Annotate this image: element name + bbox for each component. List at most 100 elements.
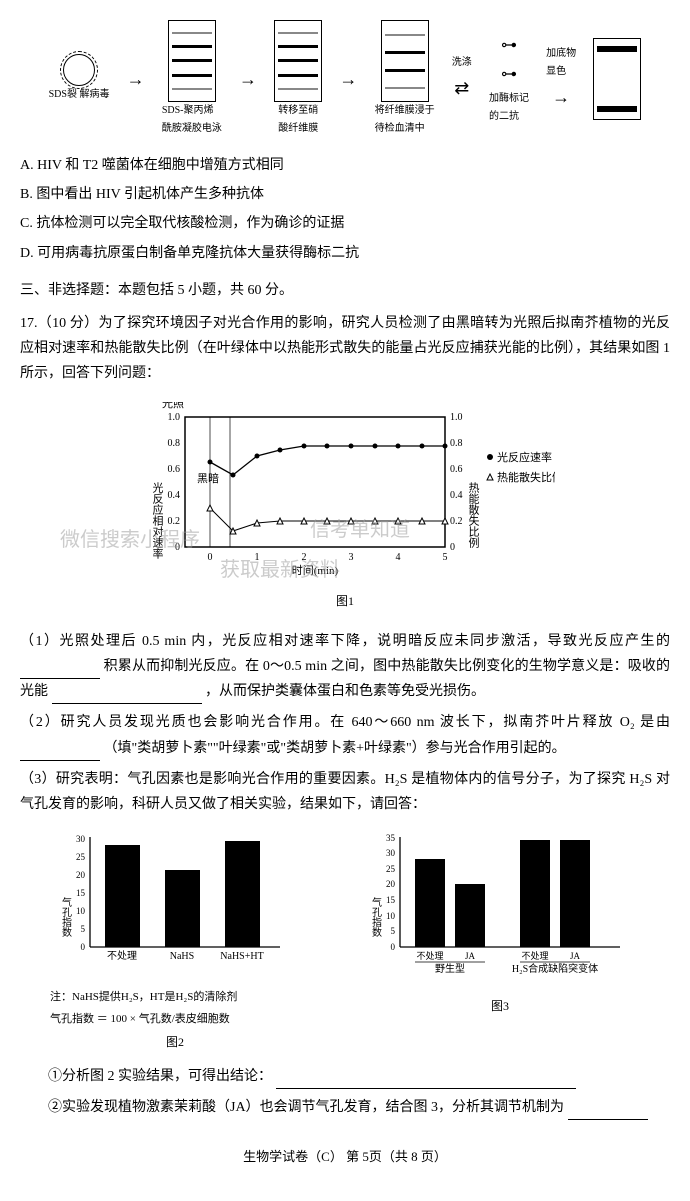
svg-text:光反应速率: 光反应速率 (497, 450, 552, 464)
q17-sub2: （2）研究人员发现光质也会影响光合作用。在 640～660 nm 波长下，拟南芥… (20, 710, 670, 760)
svg-text:0.2: 0.2 (168, 516, 181, 527)
svg-text:不处理: 不处理 (521, 950, 548, 961)
svg-text:1.0: 1.0 (450, 412, 463, 423)
svg-text:25: 25 (76, 852, 86, 862)
blank-fill[interactable] (52, 687, 202, 704)
diagram-step-antibody: ⊶⊶ 加酶标记 的二抗 (489, 32, 529, 126)
svg-text:光照: 光照 (162, 402, 184, 410)
step-label: 将纤维膜浸于 待检血清中 (375, 102, 435, 138)
svg-text:5: 5 (391, 926, 396, 936)
chart-1-container: 光照 0 0.2 0.4 0.6 0.8 1.0 0 0.2 0.4 0.6 0… (20, 402, 670, 614)
option-b: B. 图中看出 HIV 引起机体产生多种抗体 (20, 182, 670, 207)
svg-text:热能散失比例: 热能散失比例 (497, 470, 555, 484)
svg-text:0.8: 0.8 (168, 438, 181, 449)
option-d: D. 可用病毒抗原蛋白制备单克隆抗体大量获得酶标二抗 (20, 241, 670, 266)
svg-text:0: 0 (175, 542, 180, 553)
step-label: 加酶标记 的二抗 (489, 90, 529, 126)
western-blot-diagram: SDS裂 解病毒 → SDS-聚丙烯 酰胺凝胶电泳 → 转移至硝 酸纤维膜 → … (20, 20, 670, 138)
wash-label: 洗涤 (452, 54, 472, 72)
svg-text:黑暗: 黑暗 (197, 471, 219, 485)
svg-text:1.0: 1.0 (168, 412, 181, 423)
svg-text:15: 15 (386, 895, 396, 905)
svg-text:15: 15 (76, 888, 86, 898)
chart2-caption: 图2 (50, 1032, 300, 1054)
svg-text:0: 0 (450, 542, 455, 553)
svg-text:热能散失比例: 热能散失比例 (467, 481, 480, 547)
bar-charts-row: 0 5 10 15 20 25 30 不处理 NaHS NaHS+HT 气孔指数… (20, 827, 670, 1053)
diagram-step-virus: SDS裂 解病毒 (49, 54, 110, 104)
svg-text:NaHS: NaHS (170, 951, 194, 962)
substrate-label: 加底物 显色 (546, 45, 576, 81)
svg-text:JA: JA (570, 951, 581, 961)
chart1-caption: 图1 (135, 591, 555, 613)
gel-icon (168, 20, 216, 102)
arrow-icon: ⇄ (454, 72, 469, 104)
svg-text:时间(min): 时间(min) (292, 564, 339, 577)
svg-text:0.4: 0.4 (450, 490, 463, 501)
q17-sub3: （3）研究表明：气孔因素也是影响光合作用的重要因素。H₂S 是植物体内的信号分子… (20, 767, 670, 817)
bar-chart-2-svg: 0 5 10 15 20 25 30 不处理 NaHS NaHS+HT 气孔指数 (50, 827, 300, 977)
svg-text:0.4: 0.4 (168, 490, 181, 501)
svg-text:0: 0 (391, 942, 396, 952)
svg-text:10: 10 (386, 911, 396, 921)
q17-sub3-q2: ②实验发现植物激素茉莉酸（JA）也会调节气孔发育，结合图 3，分析其调节机制为 (20, 1095, 670, 1120)
svg-text:2: 2 (302, 552, 307, 563)
svg-text:JA: JA (465, 951, 476, 961)
antibody-icon: ⊶⊶ (501, 32, 517, 90)
svg-text:20: 20 (76, 870, 86, 880)
svg-text:1: 1 (255, 552, 260, 563)
gel-icon (381, 20, 429, 102)
svg-text:气孔指数: 气孔指数 (60, 896, 72, 938)
chart-3: 0 5 10 15 20 25 30 35 不处理 JA 不处理 JA 野生型 … (360, 827, 640, 1053)
page-footer: 生物学试卷（C） 第 5页（共 8 页） (20, 1145, 670, 1168)
blank-fill[interactable] (568, 1103, 648, 1120)
svg-text:0.6: 0.6 (450, 464, 463, 475)
svg-text:5: 5 (81, 924, 86, 934)
chart-1: 光照 0 0.2 0.4 0.6 0.8 1.0 0 0.2 0.4 0.6 0… (135, 402, 555, 613)
line-chart-svg: 光照 0 0.2 0.4 0.6 0.8 1.0 0 0.2 0.4 0.6 0… (135, 402, 555, 582)
diagram-step-gel: SDS-聚丙烯 酰胺凝胶电泳 (162, 20, 222, 138)
result-gel-icon (593, 38, 641, 120)
svg-text:25: 25 (386, 864, 396, 874)
svg-text:不处理: 不处理 (107, 950, 137, 962)
chart2-note2: 气孔指数 ＝ 100 × 气孔数/表皮细胞数 (50, 1010, 300, 1030)
blank-fill[interactable] (20, 744, 100, 761)
svg-text:30: 30 (386, 848, 396, 858)
svg-text:气孔指数: 气孔指数 (370, 896, 382, 938)
svg-text:0: 0 (208, 552, 213, 563)
q17-stem: 17.（10 分）为了探究环境因子对光合作用的影响，研究人员检测了由黑暗转为光照… (20, 311, 670, 387)
svg-text:20: 20 (386, 879, 396, 889)
chart-2: 0 5 10 15 20 25 30 不处理 NaHS NaHS+HT 气孔指数… (50, 827, 300, 1053)
svg-text:光反应相对速率: 光反应相对速率 (151, 480, 164, 559)
chart2-note1: 注：NaHS提供H₂S，HT是H₂S的清除剂 (50, 988, 300, 1008)
svg-text:0.8: 0.8 (450, 438, 463, 449)
option-a: A. HIV 和 T2 噬菌体在细胞中增殖方式相同 (20, 153, 670, 178)
blank-fill[interactable] (20, 662, 100, 679)
svg-text:4: 4 (396, 552, 401, 563)
chart3-caption: 图3 (360, 996, 640, 1018)
svg-text:野生型: 野生型 (435, 962, 465, 975)
svg-text:NaHS+HT: NaHS+HT (220, 951, 263, 962)
gel-icon (274, 20, 322, 102)
diagram-step-transfer: 转移至硝 酸纤维膜 (274, 20, 322, 138)
arrow-icon: → (339, 63, 357, 95)
q17-sub1: （1）光照处理后 0.5 min 内，光反应相对速率下降，说明暗反应未同步激活，… (20, 629, 670, 705)
arrow-icon: → (127, 63, 145, 95)
answer-options: A. HIV 和 T2 噬菌体在细胞中增殖方式相同 B. 图中看出 HIV 引起… (20, 153, 670, 266)
arrow-icon: → (552, 81, 570, 113)
section-3-title: 三、非选择题：本题包括 5 小题，共 60 分。 (20, 278, 670, 303)
svg-text:不处理: 不处理 (416, 950, 443, 961)
svg-text:0.2: 0.2 (450, 516, 463, 527)
diagram-step-serum: 将纤维膜浸于 待检血清中 (375, 20, 435, 138)
svg-text:35: 35 (386, 833, 396, 843)
blank-fill[interactable] (276, 1072, 576, 1089)
svg-text:3: 3 (349, 552, 354, 563)
step-label: 转移至硝 酸纤维膜 (278, 102, 318, 138)
diagram-step-result (593, 38, 641, 120)
bar-chart-3-svg: 0 5 10 15 20 25 30 35 不处理 JA 不处理 JA 野生型 … (360, 827, 640, 987)
svg-text:10: 10 (76, 906, 86, 916)
q17-sub3-q1: ①分析图 2 实验结果，可得出结论： (20, 1064, 670, 1089)
virus-icon (63, 54, 95, 86)
arrow-icon: → (239, 63, 257, 95)
svg-text:0: 0 (81, 942, 86, 952)
